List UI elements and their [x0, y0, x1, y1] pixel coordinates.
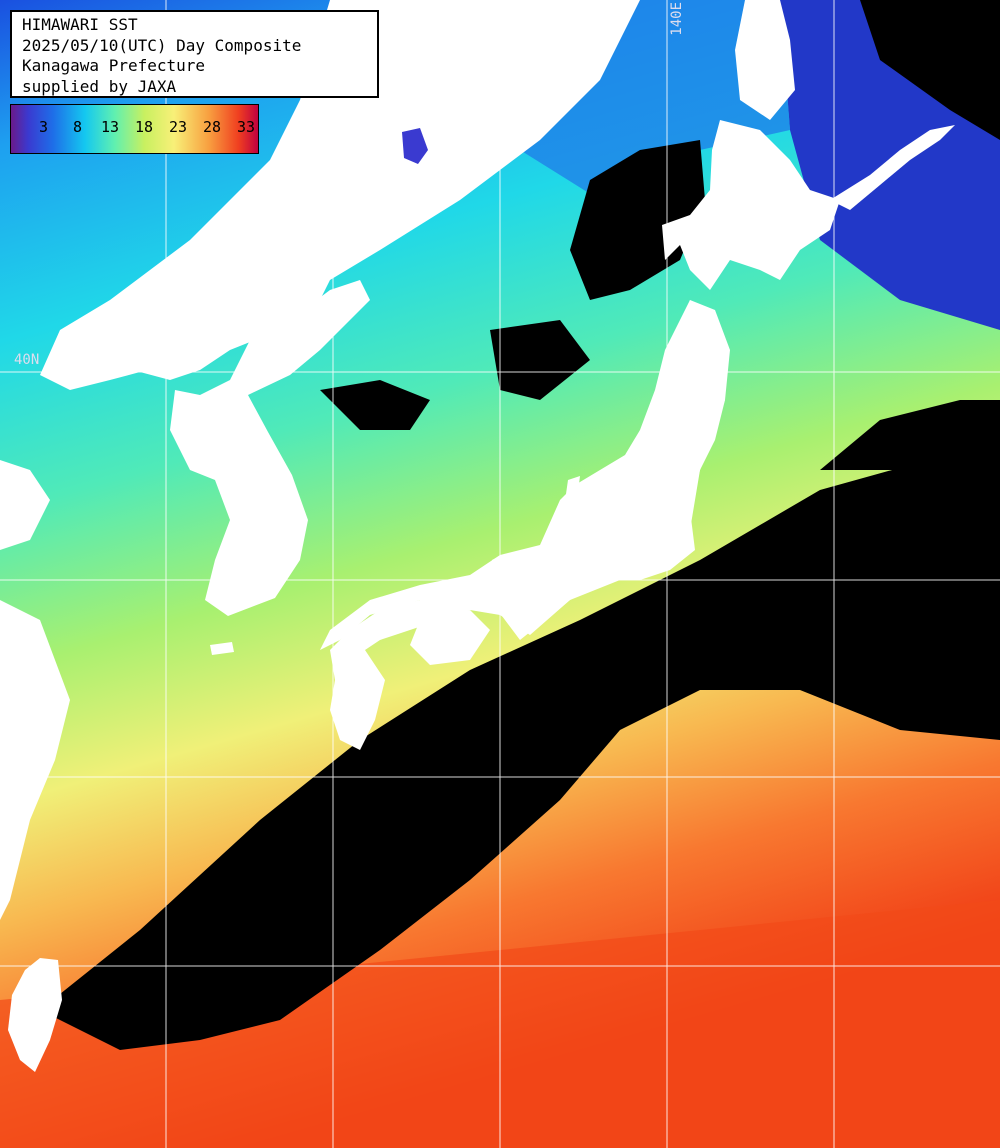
title-line-1: HIMAWARI SST: [22, 15, 138, 34]
title-line-2: 2025/05/10(UTC) Day Composite: [22, 35, 302, 55]
cloud-patch-japan-sea-2: [490, 320, 590, 400]
colorbar-labels: 3 8 13 18 23 28 33: [11, 118, 258, 138]
title-box: HIMAWARI SST 2025/05/10(UTC) Day Composi…: [10, 10, 379, 98]
land-shikoku: [410, 610, 490, 665]
land-kuril-islands: [830, 125, 955, 210]
cloud-patch-japan-sea: [320, 380, 430, 430]
colorbar-label: 18: [135, 118, 154, 136]
colorbar-label: 8: [73, 118, 83, 136]
cloud-patch-north: [570, 140, 705, 300]
land-kyushu: [330, 650, 385, 750]
cloud-patch-east: [820, 400, 1000, 470]
colorbar-label: 3: [39, 118, 49, 136]
cloud-band-main: [40, 440, 1000, 1050]
land-northeast-china: [40, 0, 640, 390]
land-west-coast: [0, 460, 70, 920]
land-hokkaido: [662, 120, 840, 290]
land-sakhalin: [735, 0, 795, 120]
colorbar-label: 13: [101, 118, 120, 136]
land-taiwan: [8, 958, 62, 1072]
title-line-3: Kanagawa Prefecture: [22, 56, 206, 75]
title-line-4: supplied by JAXA: [22, 76, 177, 96]
longitude-label: 140E: [669, 2, 685, 36]
colorbar-label: 28: [203, 118, 222, 136]
land-korea: [170, 280, 370, 616]
latitude-label: 40N: [14, 352, 40, 368]
temperature-colorbar: 3 8 13 18 23 28 33: [10, 104, 259, 154]
land-island-north: [402, 128, 428, 164]
land-jeju-island: [210, 642, 234, 655]
land-sado-island: [566, 476, 580, 494]
colorbar-label: 33: [237, 118, 256, 136]
cloud-patch-northeast: [860, 0, 1000, 140]
colorbar-label: 23: [169, 118, 188, 136]
land-honshu-west: [320, 300, 725, 650]
